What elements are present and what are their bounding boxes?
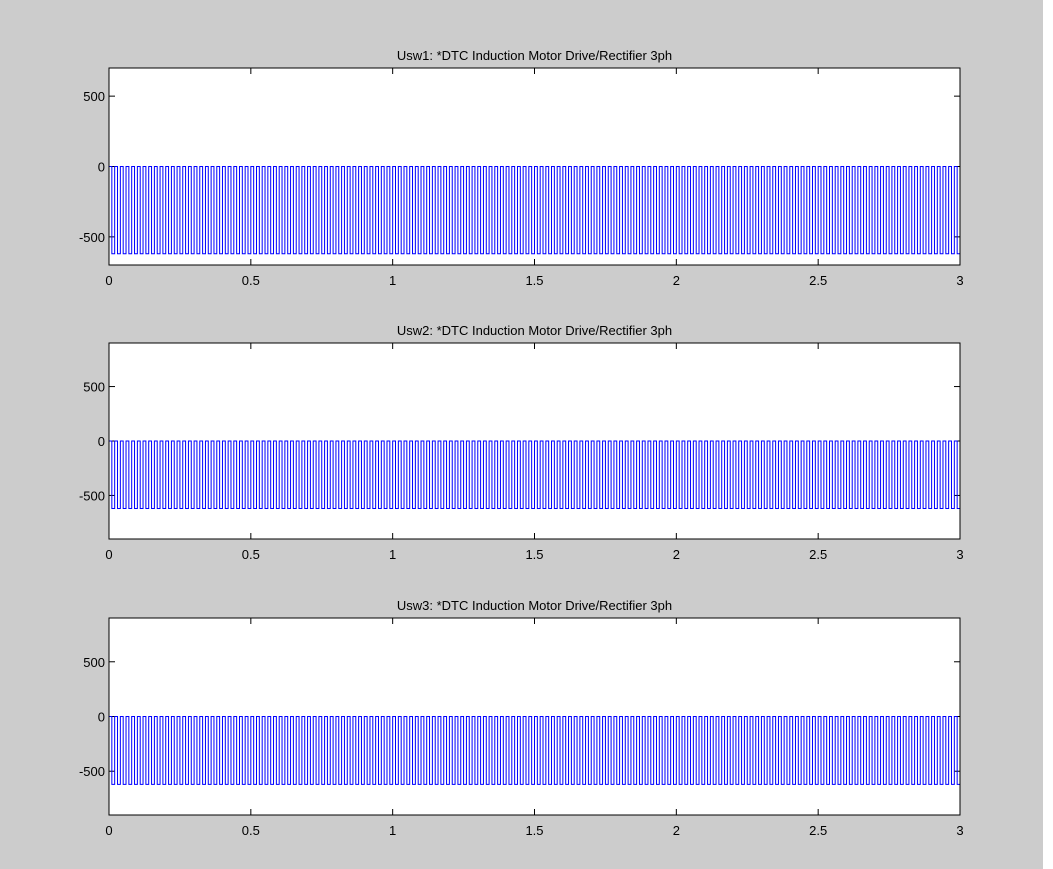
plot-title: Usw2: *DTC Induction Motor Drive/Rectifi…	[397, 323, 672, 338]
y-tick-label: 500	[83, 655, 105, 670]
axes-frame	[108, 617, 961, 816]
x-tick-label: 2	[673, 547, 680, 562]
y-tick-label: 500	[83, 89, 105, 104]
subplot-1: Usw1: *DTC Induction Motor Drive/Rectifi…	[79, 48, 964, 288]
x-tick-label: 2.5	[809, 273, 827, 288]
x-tick-label: 0	[105, 273, 112, 288]
x-tick-label: 1	[389, 273, 396, 288]
x-tick-label: 3	[956, 547, 963, 562]
x-tick-label: 3	[956, 273, 963, 288]
x-tick-label: 2	[673, 273, 680, 288]
y-tick-label: 0	[98, 160, 105, 175]
signal-series-line	[109, 440, 960, 537]
y-tick-label: -500	[79, 230, 105, 245]
x-tick-label: 1.5	[525, 273, 543, 288]
x-tick-label: 2.5	[809, 547, 827, 562]
x-tick-label: 1.5	[525, 547, 543, 562]
signal-series-line	[109, 716, 960, 813]
axes-frame	[108, 342, 961, 540]
subplot-2: Usw2: *DTC Induction Motor Drive/Rectifi…	[79, 323, 964, 562]
x-tick-label: 1	[389, 547, 396, 562]
signal-series-line	[109, 166, 960, 258]
y-tick-label: -500	[79, 764, 105, 779]
x-tick-label: 2.5	[809, 823, 827, 838]
plot-title: Usw1: *DTC Induction Motor Drive/Rectifi…	[397, 48, 672, 63]
axes-frame	[108, 67, 961, 266]
y-tick-label: 0	[98, 710, 105, 725]
x-tick-label: 3	[956, 823, 963, 838]
x-tick-label: 1	[389, 823, 396, 838]
x-tick-label: 2	[673, 823, 680, 838]
x-tick-label: 0	[105, 823, 112, 838]
subplot-3: Usw3: *DTC Induction Motor Drive/Rectifi…	[79, 598, 964, 838]
x-tick-label: 0.5	[242, 547, 260, 562]
x-tick-label: 1.5	[525, 823, 543, 838]
x-tick-label: 0.5	[242, 273, 260, 288]
x-tick-label: 0	[105, 547, 112, 562]
y-tick-label: 500	[83, 380, 105, 395]
x-tick-label: 0.5	[242, 823, 260, 838]
y-tick-label: 0	[98, 434, 105, 449]
plot-title: Usw3: *DTC Induction Motor Drive/Rectifi…	[397, 598, 672, 613]
y-tick-label: -500	[79, 488, 105, 503]
